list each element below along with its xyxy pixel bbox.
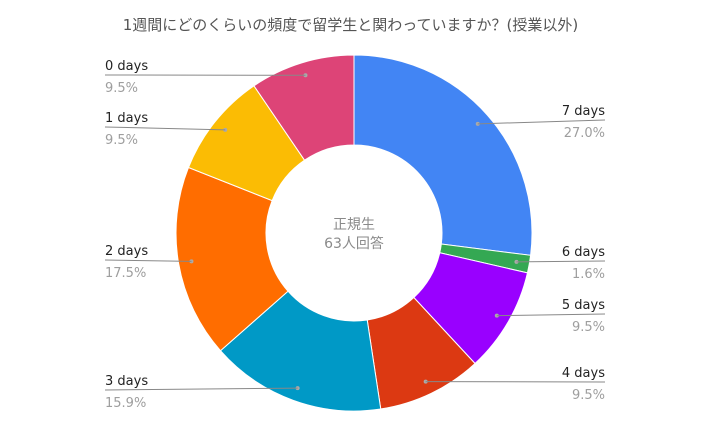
center-label-line1: 正規生 [333,217,375,233]
slice-7-days [353,54,533,256]
slice-percent: 17.5% [105,266,146,281]
slice-percent: 9.5% [572,388,605,403]
leader-lines-group [104,73,606,391]
slice-label: 1 days [105,111,148,126]
slices-group [175,54,533,412]
slice-label: 2 days [105,244,148,259]
leader-line [516,260,606,263]
slice-0-days [253,54,355,161]
slice-2-days [175,166,289,352]
slice-percent: 9.5% [105,133,138,148]
leader-line [104,387,298,391]
chart-title: 1週間にどのくらいの頻度で留学生と関わっていますか？(授業以外) [122,16,579,34]
slice-label: 4 days [562,366,605,381]
slice-label: 5 days [562,298,605,313]
slice-percent: 9.5% [105,81,138,96]
leader-line [104,126,226,131]
leader-line [104,259,192,262]
slice-percent: 15.9% [105,396,146,411]
slice-label: 7 days [562,104,605,119]
leader-line [477,119,606,125]
slice-label: 0 days [105,59,148,74]
slice-percent: 1.6% [572,267,605,282]
slice-percent: 27.0% [564,126,605,141]
slice-label: 6 days [562,245,605,260]
slice-label: 3 days [105,374,148,389]
center-label-line2: 63人回答 [324,235,384,252]
slice-percent: 9.5% [572,320,605,335]
labels-group: 7 days 27.0% 6 days 1.6% 5 days 9.5% 4 days 9.5… [105,59,605,411]
leader-line [496,313,606,317]
